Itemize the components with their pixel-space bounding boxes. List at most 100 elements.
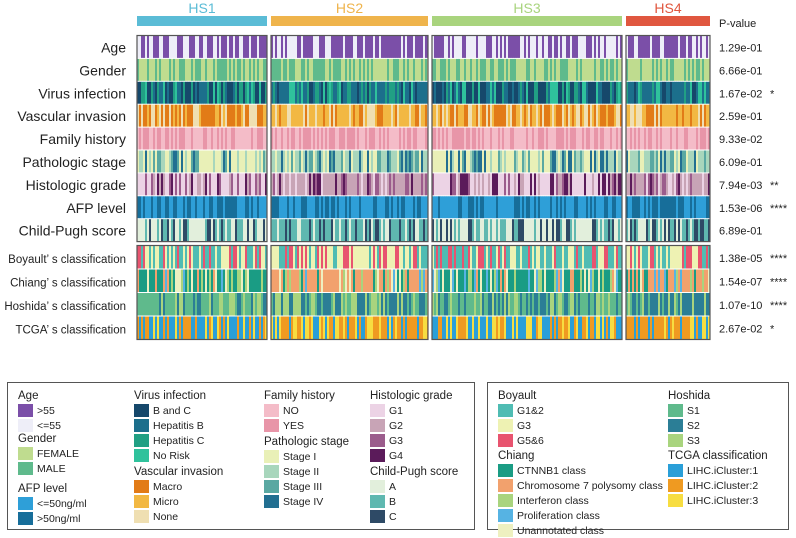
heatmap-cell <box>359 104 362 127</box>
heatmap-cell <box>442 127 445 150</box>
heatmap-cell <box>361 104 364 127</box>
heatmap-cell <box>301 196 304 219</box>
heatmap-cell <box>195 127 198 150</box>
heatmap-cell <box>582 81 585 104</box>
heatmap-cell <box>145 150 148 173</box>
heatmap-cell <box>500 269 503 292</box>
heatmap-cell <box>281 58 284 81</box>
legend-item: LIHC.iCluster:1 <box>668 463 768 478</box>
heatmap-cell <box>157 246 160 269</box>
heatmap-cell <box>369 246 372 269</box>
heatmap-cell <box>217 104 220 127</box>
heatmap-cell <box>279 150 282 173</box>
heatmap-cell <box>221 269 224 292</box>
legend-swatch <box>370 404 385 417</box>
heatmap-cell <box>335 104 338 127</box>
heatmap-cell <box>321 127 324 150</box>
legend-title: Gender <box>18 433 57 445</box>
heatmap-cell <box>700 219 703 242</box>
heatmap-cell <box>209 127 212 150</box>
heatmap-cell <box>215 219 218 242</box>
heatmap-cell <box>141 269 144 292</box>
heatmap-cell <box>694 196 697 219</box>
heatmap-cell <box>365 150 368 173</box>
block-frame <box>625 34 711 243</box>
legend-swatch <box>18 497 33 510</box>
heatmap-cell <box>672 36 675 58</box>
heatmap-cell <box>548 150 551 173</box>
heatmap-cell <box>530 173 533 196</box>
heatmap-cell <box>534 316 537 339</box>
heatmap-cell <box>151 293 154 316</box>
heatmap-cell <box>365 173 368 196</box>
heatmap-cell <box>572 316 575 339</box>
heatmap-cell <box>339 269 342 292</box>
heatmap-cell <box>536 104 539 127</box>
heatmap-cell <box>145 127 148 150</box>
heatmap-cell <box>618 219 621 242</box>
heatmap-cell <box>524 293 527 316</box>
heatmap-cell <box>237 127 240 150</box>
heatmap-cell <box>393 246 396 269</box>
heatmap-cell <box>175 219 178 242</box>
heatmap-cell <box>251 150 254 173</box>
heatmap-cell <box>550 316 553 339</box>
heatmap-cell <box>355 173 358 196</box>
heatmap-cell <box>542 104 545 127</box>
heatmap-cell <box>692 173 695 196</box>
heatmap-cell <box>492 219 495 242</box>
heatmap-cell <box>546 196 549 219</box>
heatmap-cell <box>454 196 457 219</box>
heatmap-cell <box>658 246 661 269</box>
heatmap-cell <box>143 196 146 219</box>
heatmap-cell <box>279 36 282 58</box>
heatmap-cell <box>155 219 158 242</box>
heatmap-cell <box>147 127 150 150</box>
heatmap-cell <box>229 173 232 196</box>
legend-tcga: TCGA classification LIHC.iCluster:1 LIHC… <box>668 449 768 508</box>
heatmap-cell <box>381 36 384 58</box>
heatmap-cell <box>528 219 531 242</box>
heatmap-cell <box>690 316 693 339</box>
heatmap-cell <box>704 58 707 81</box>
heatmap-cell <box>235 104 238 127</box>
heatmap-cell <box>317 269 320 292</box>
heatmap-cell <box>660 293 663 316</box>
heatmap-cell <box>676 293 679 316</box>
heatmap-cell <box>592 316 595 339</box>
heatmap-cell <box>403 316 406 339</box>
heatmap-cell <box>628 269 631 292</box>
heatmap-cell <box>582 293 585 316</box>
heatmap-cell <box>175 36 178 58</box>
heatmap-cell <box>700 127 703 150</box>
heatmap-cell <box>165 58 168 81</box>
heatmap-cell <box>215 173 218 196</box>
heatmap-cell <box>696 58 699 81</box>
heatmap-cell <box>644 269 647 292</box>
heatmap-cell <box>425 269 428 292</box>
heatmap-cell <box>474 81 477 104</box>
legend-title: Pathologic stage <box>264 436 350 448</box>
heatmap-cell <box>249 150 252 173</box>
heatmap-cell <box>265 58 268 81</box>
heatmap-cell <box>317 196 320 219</box>
heatmap-cell <box>612 173 615 196</box>
heatmap-cell <box>395 127 398 150</box>
heatmap-cell <box>640 58 643 81</box>
heatmap-cell <box>349 58 352 81</box>
heatmap-cell <box>494 173 497 196</box>
heatmap-cell <box>179 81 182 104</box>
heatmap-cell <box>662 316 665 339</box>
heatmap-cell <box>526 150 529 173</box>
heatmap-cell <box>381 150 384 173</box>
heatmap-cell <box>419 173 422 196</box>
heatmap-cell <box>191 196 194 219</box>
heatmap-cell <box>540 246 543 269</box>
heatmap-cell <box>307 173 310 196</box>
heatmap-cell <box>484 36 487 58</box>
heatmap-cell <box>582 150 585 173</box>
heatmap-cell <box>630 104 633 127</box>
heatmap-cell <box>371 173 374 196</box>
heatmap-cell <box>626 316 629 339</box>
heatmap-cell <box>580 36 583 58</box>
